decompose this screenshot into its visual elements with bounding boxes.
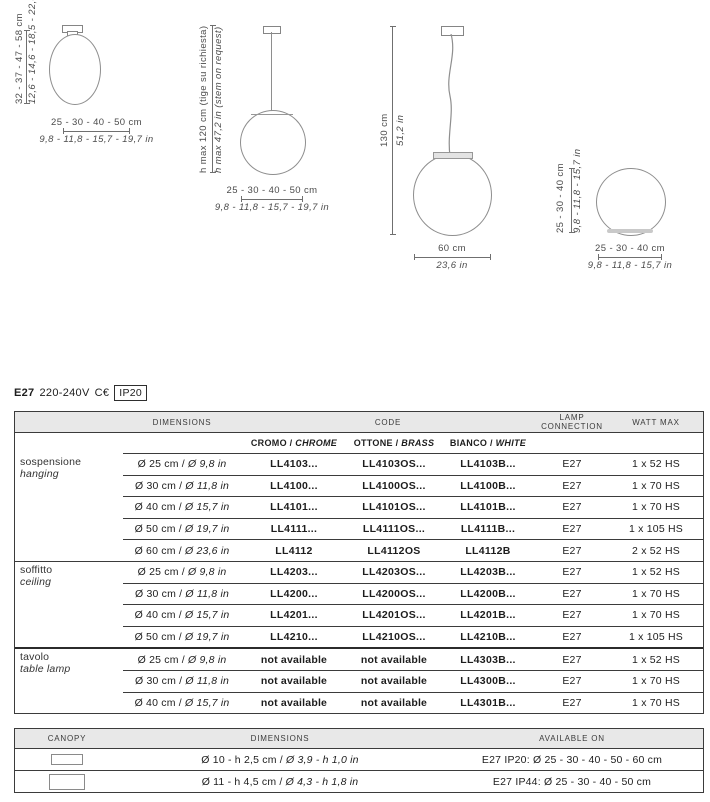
vertical-dim-in: 51,2 in [395, 114, 406, 147]
voltage-label: 220-240V [39, 387, 90, 399]
product-code-table: DIMENSIONS CODE LAMP CONNECTION WATT MAX… [14, 411, 704, 715]
table-row: Ø 50 cm / Ø 19,7 in LL4111... LL4111OS..… [123, 517, 703, 540]
h-dim-cm: 25 - 30 - 40 - 50 cm [51, 117, 142, 128]
technical-drawings: 32 - 37 - 47 - 58 cm 12,6 - 14,6 - 18,5 … [0, 0, 710, 340]
table-row: Ø 40 cm / Ø 15,7 in LL4101... LL4101OS..… [123, 496, 703, 518]
table-row: Ø 50 cm / Ø 19,7 in LL4210... LL4210OS..… [123, 625, 703, 648]
globe-diffuser [240, 110, 306, 175]
hanging-cable [448, 34, 454, 156]
table-row: Ø 25 cm / Ø 9,8 in LL4203... LL4203OS...… [137, 566, 680, 579]
vertical-dim-line [390, 26, 396, 235]
ip-rating-badge: IP20 [114, 385, 148, 401]
header-dimensions: DIMENSIONS [152, 417, 212, 427]
lamp-socket-label: E27 [14, 387, 35, 399]
lamp-base [607, 229, 653, 233]
finish-chrome: CROMO / CHROME [250, 438, 338, 448]
h-dim-line [598, 254, 662, 260]
h-dim-line [63, 128, 130, 134]
vertical-dim-cm: 130 cm [379, 113, 390, 148]
header-lamp-connection: LAMP CONNECTION [541, 413, 603, 431]
vertical-dim-line [569, 168, 575, 233]
flat-canopy-icon [51, 754, 83, 765]
table-row: Ø 40 cm / Ø 15,7 in not available not av… [123, 691, 703, 714]
table-row: Ø 30 cm / Ø 11,8 in not available not av… [123, 669, 703, 692]
h-dim-in: 9,8 - 11,8 - 15,7 - 19,7 in [214, 202, 330, 213]
h-dim-in: 9,8 - 11,8 - 15,7 - 19,7 in [39, 134, 154, 145]
vertical-dim-in: 12,6 - 14,6 - 18,5 - 22,8 in [27, 0, 38, 104]
vertical-dim-cm: 32 - 37 - 47 - 58 cm [14, 13, 25, 104]
canopy-plate [441, 26, 464, 36]
ce-mark: C€ [94, 387, 110, 399]
section-ceiling: soffitto ceiling Ø 25 cm / Ø 9,8 in LL42… [15, 560, 703, 648]
canopy-plate [263, 26, 281, 34]
header-canopy: CANOPY [47, 734, 87, 743]
vertical-dim-line [24, 30, 30, 104]
horizontal-dims: 25 - 30 - 40 - 50 cm 9,8 - 11,8 - 15,7 -… [204, 185, 340, 213]
canopy-table: CANOPY DIMENSIONS AVAILABLE ON Ø 10 - h … [14, 728, 704, 793]
table-row: Ø 60 cm / Ø 23,6 in LL4112 LL4112OS LL41… [123, 539, 703, 561]
h-dim-line [413, 254, 491, 260]
h-dim-cm: 60 cm [438, 243, 466, 254]
horizontal-dims: 25 - 30 - 40 cm 9,8 - 11,8 - 15,7 in [565, 243, 695, 271]
canopy-row: Ø 10 - h 2,5 cm / Ø 3,9 - h 1,0 in E27 I… [15, 749, 703, 770]
canopy-header-row: CANOPY DIMENSIONS AVAILABLE ON [15, 729, 703, 749]
horizontal-dims: 60 cm 23,6 in [392, 243, 512, 271]
section-label: tavolo table lamp [20, 651, 71, 676]
table-row: Ø 25 cm / Ø 9,8 in not available not ava… [137, 653, 680, 666]
vertical-dim-cm: h max 120 cm (tige su richiesta) [198, 25, 209, 173]
section-hanging: sospensione hanging Ø 25 cm / Ø 9,8 in L… [15, 454, 703, 561]
section-label: sospensione hanging [20, 456, 82, 480]
finish-white: BIANCO / WHITE [449, 438, 527, 448]
h-dim-in: 9,8 - 11,8 - 15,7 in [587, 260, 673, 271]
finish-brass: OTTONE / BRASS [353, 438, 435, 448]
globe-cap-line [251, 114, 293, 115]
section-label: soffitto ceiling [20, 563, 53, 588]
header-watt-max: WATT MAX [632, 417, 680, 427]
h-dim-in: 23,6 in [436, 260, 468, 271]
vertical-dim-in: 9,8 - 11,8 - 15,7 in [572, 148, 583, 233]
globe-diffuser [413, 154, 492, 236]
h-dim-cm: 25 - 30 - 40 - 50 cm [226, 185, 318, 196]
vertical-dim-cm: 25 - 30 - 40 cm [555, 163, 566, 233]
electrical-spec-line: E27 220-240V C€ IP20 [14, 385, 148, 401]
table-header-row: DIMENSIONS CODE LAMP CONNECTION WATT MAX [15, 412, 703, 433]
stem-rod [271, 32, 272, 111]
globe-diffuser [596, 168, 666, 236]
globe-diffuser [49, 34, 101, 105]
section-table-lamp: tavolo table lamp Ø 25 cm / Ø 9,8 in not… [15, 647, 703, 713]
header-code: CODE [374, 417, 402, 427]
globe-cap [433, 152, 473, 159]
vertical-dim-in: h max 47,2 in (stem on request) [213, 26, 224, 173]
horizontal-dims: 25 - 30 - 40 - 50 cm 9,8 - 11,8 - 15,7 -… [26, 117, 167, 145]
tall-canopy-icon [49, 773, 85, 790]
table-row: Ø 25 cm / Ø 9,8 in LL4103... LL4103OS...… [137, 458, 680, 471]
table-row: Ø 30 cm / Ø 11,8 in LL4200... LL4200OS..… [123, 582, 703, 605]
header-available-on: AVAILABLE ON [539, 734, 605, 743]
h-dim-line [241, 196, 303, 202]
canopy-row: Ø 11 - h 4,5 cm / Ø 4,3 - h 1,8 in E27 I… [15, 770, 703, 792]
h-dim-cm: 25 - 30 - 40 cm [595, 243, 665, 254]
header-dimensions: DIMENSIONS [250, 734, 310, 743]
table-row: Ø 40 cm / Ø 15,7 in LL4201... LL4201OS..… [123, 604, 703, 626]
finish-header-row: CROMO / CHROME OTTONE / BRASS BIANCO / W… [15, 433, 703, 454]
vertical-dim-line [210, 25, 216, 173]
table-row: Ø 30 cm / Ø 11,8 in LL4100... LL4100OS..… [123, 474, 703, 497]
